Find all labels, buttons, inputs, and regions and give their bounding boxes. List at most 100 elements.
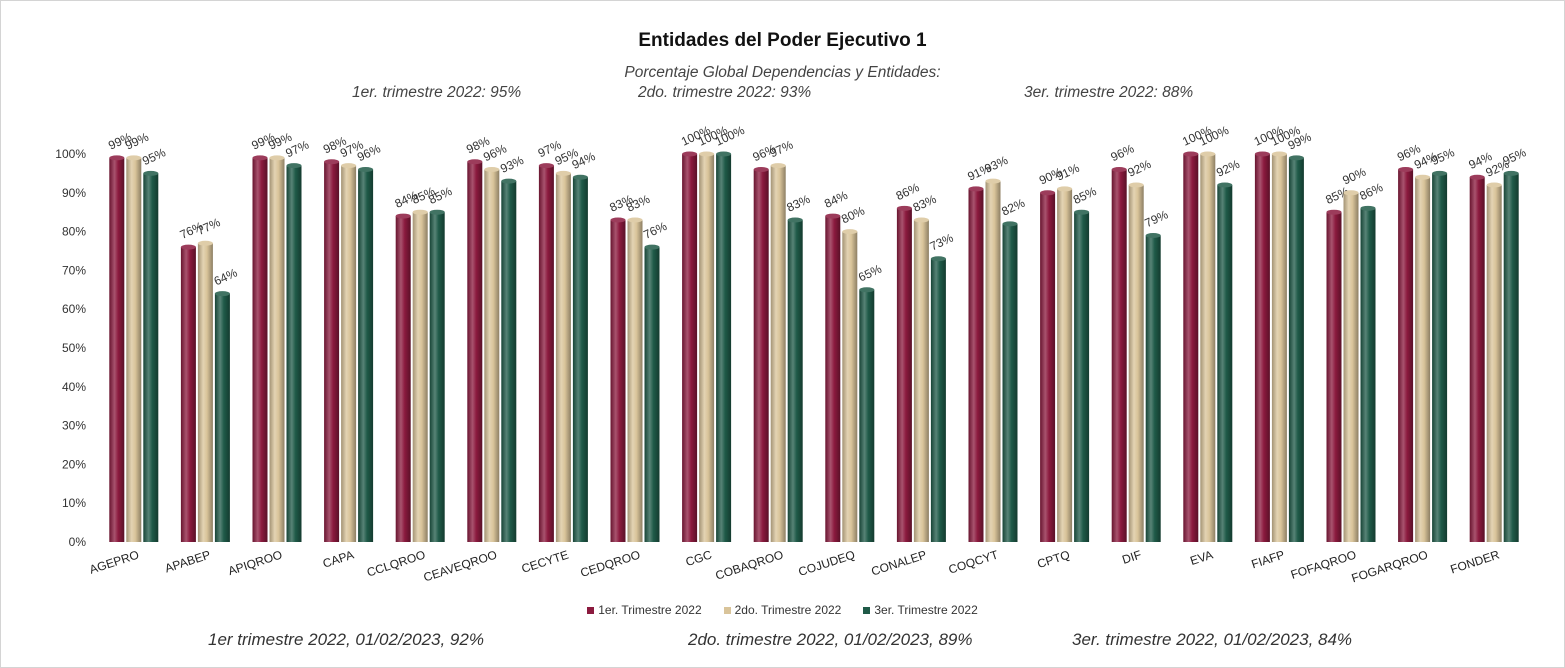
y-tick-label: 10% [62, 496, 86, 510]
bar [825, 216, 841, 542]
x-tick-label: FOFAQROO [1289, 548, 1358, 582]
data-label: 82% [999, 196, 1027, 219]
bar-cap [1183, 151, 1199, 157]
bar-cap [753, 167, 769, 173]
bar-cap [252, 155, 268, 161]
bar-cap [825, 213, 841, 219]
bar [1200, 154, 1216, 542]
data-label: 86% [1357, 180, 1385, 203]
y-tick-label: 30% [62, 419, 86, 433]
data-label: 83% [785, 192, 813, 215]
x-tick-label: CAPA [321, 548, 356, 571]
x-tick-label: CECYTE [520, 548, 571, 576]
bar-cap [842, 229, 858, 235]
bar [753, 169, 769, 542]
bar [1217, 185, 1233, 543]
y-tick-label: 70% [62, 263, 86, 277]
legend-item: 2do. Trimestre 2022 [723, 603, 841, 617]
bar [787, 219, 803, 542]
legend-swatch [587, 606, 595, 614]
legend-item: 3er. Trimestre 2022 [863, 603, 978, 617]
bar [913, 219, 929, 542]
bar [572, 177, 588, 542]
bar-cap [787, 217, 803, 223]
x-tick-label: APABEP [163, 548, 212, 576]
bar-cap [358, 167, 374, 173]
data-label: 84% [822, 188, 850, 211]
data-label: 95% [140, 145, 168, 168]
bar [1040, 192, 1056, 543]
bar [197, 243, 213, 543]
bar [214, 293, 230, 542]
bar-cap [913, 217, 929, 223]
bar-cap [538, 163, 554, 169]
bar-cap [1040, 190, 1056, 196]
bar-cap [286, 163, 302, 169]
data-label: 79% [1143, 207, 1171, 230]
chart-legend: 1er. Trimestre 2022 2do. Trimestre 2022 3e… [0, 603, 1565, 617]
bar-cap [1074, 209, 1090, 215]
bar-cap [859, 287, 875, 293]
bar-cap [412, 209, 428, 215]
data-label: 96% [1109, 141, 1137, 164]
bar [770, 165, 786, 542]
bar-cap [1288, 155, 1304, 161]
bar-cap [395, 213, 411, 219]
bar [126, 157, 142, 542]
bar-cap [682, 151, 698, 157]
bar-cap [341, 163, 357, 169]
legend-label: 1er. Trimestre 2022 [598, 603, 702, 617]
x-tick-label: CONALEP [869, 548, 928, 579]
bar [395, 216, 411, 542]
bar-cap [1111, 167, 1127, 173]
x-tick-label: CEAVEQROO [422, 548, 499, 585]
y-tick-label: 100% [55, 147, 86, 161]
bar [324, 161, 340, 542]
bar-cap [1145, 232, 1161, 238]
bar [930, 258, 946, 542]
bar-cap [484, 167, 500, 173]
bar-cap [716, 151, 732, 157]
data-label: 65% [856, 262, 884, 285]
bar-cap [269, 155, 285, 161]
bar-cap [197, 240, 213, 246]
bar [1486, 185, 1502, 543]
bar-cap [610, 217, 626, 223]
bar [538, 165, 554, 542]
chart-title: Entidades del Poder Ejecutivo 1 [638, 30, 927, 51]
bar [682, 154, 698, 542]
bar [501, 181, 517, 542]
bar-cap [968, 186, 984, 192]
bar [1254, 154, 1270, 542]
legend-label: 3er. Trimestre 2022 [874, 603, 978, 617]
bar-cap [1398, 167, 1414, 173]
header-note-q2: 2do. trimestre 2022: 93% [638, 84, 812, 101]
bar [1111, 169, 1127, 542]
bar [1469, 177, 1485, 542]
legend-swatch [723, 606, 731, 614]
bar [358, 169, 374, 542]
y-tick-label: 0% [69, 535, 87, 549]
bar-cap [109, 155, 125, 161]
bar-cap [1128, 182, 1144, 188]
bar [429, 212, 445, 542]
data-label: 85% [1071, 184, 1099, 207]
bar-cap [1217, 182, 1233, 188]
x-tick-label: APIQROO [226, 548, 284, 579]
y-tick-label: 80% [62, 225, 86, 239]
bar [467, 161, 483, 542]
bar [1503, 173, 1519, 542]
x-tick-label: FIAFP [1250, 548, 1287, 572]
bar [1271, 154, 1287, 542]
bar [985, 181, 1001, 542]
bar-cap [1415, 174, 1431, 180]
data-label: 92% [1214, 157, 1242, 180]
bar [716, 154, 732, 542]
bar-cap [644, 244, 660, 250]
bar [269, 157, 285, 542]
bar [610, 219, 626, 542]
bar-cap [180, 244, 196, 250]
bar-cap [1200, 151, 1216, 157]
bar [842, 231, 858, 542]
